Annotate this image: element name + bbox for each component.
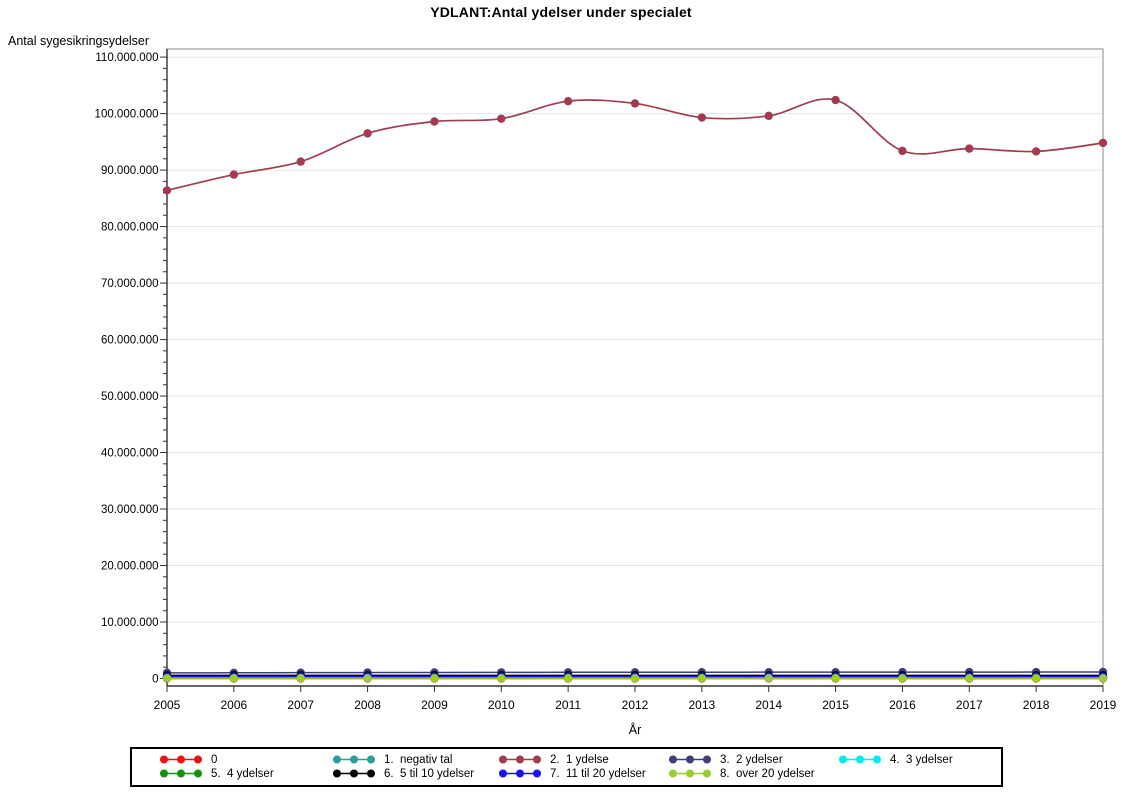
data-point-marker (296, 673, 305, 683)
x-tick-label: 2014 (755, 698, 782, 712)
legend-label: 2. 1 ydelse (550, 753, 609, 766)
legend-marker-icon (333, 755, 375, 764)
legend-item: 8. over 20 ydelser (667, 767, 815, 780)
data-point-marker (764, 673, 773, 683)
data-point-marker (229, 170, 239, 179)
x-tick-label: 2016 (889, 698, 916, 712)
data-point-marker (630, 99, 640, 108)
data-point-marker (430, 117, 439, 126)
legend-label: 5. 4 ydelser (211, 767, 274, 780)
legend-marker-icon (669, 755, 711, 764)
y-tick-label: 100.000.000 (95, 109, 159, 121)
legend-item: 0 (158, 753, 217, 766)
x-tick-label: 2019 (1090, 698, 1117, 712)
x-tick-label: 2007 (287, 698, 314, 712)
x-tick-label: 2008 (354, 698, 381, 712)
legend-item: 3. 2 ydelser (667, 753, 783, 766)
legend-marker-icon (499, 769, 541, 778)
data-point-marker (898, 673, 907, 683)
data-point-marker (1031, 147, 1041, 156)
legend-label: 6. 5 til 10 ydelser (384, 767, 475, 780)
legend-label: 7. 11 til 20 ydelser (550, 767, 646, 780)
x-axis-title: År (628, 723, 642, 737)
data-point-marker (965, 673, 974, 683)
x-tick-label: 2009 (421, 698, 448, 712)
data-point-marker (1031, 673, 1041, 683)
legend-item: 2. 1 ydelse (497, 753, 609, 766)
y-tick-label: 90.000.000 (101, 165, 159, 177)
data-point-marker (497, 673, 506, 683)
legend-item: 1. negativ tal (331, 753, 452, 766)
x-tick-label: 2018 (1023, 698, 1050, 712)
x-tick-label: 2010 (488, 698, 515, 712)
legend-label: 4. 3 ydelser (890, 753, 953, 766)
x-tick-label: 2006 (221, 698, 248, 712)
x-tick-label: 2013 (689, 698, 716, 712)
data-point-marker (965, 144, 974, 153)
y-tick-label: 60.000.000 (101, 335, 159, 347)
y-tick-label: 110.000.000 (95, 52, 158, 64)
axis-ticks (160, 56, 1104, 692)
x-tick-labels: 2005 2006 2007 2008 2009 2010 2011 2012 2013 2014… (154, 698, 1117, 712)
data-point-marker (229, 673, 239, 683)
data-point-marker (162, 673, 172, 683)
y-axis-title: Antal sygesikringsydelser (8, 34, 150, 48)
legend-marker-icon (499, 755, 541, 764)
data-point-marker (296, 157, 305, 166)
data-point-marker (563, 673, 573, 683)
legend-marker-icon (160, 769, 202, 778)
y-gridlines (167, 56, 1103, 679)
data-point-marker (898, 146, 907, 156)
legend-marker-icon (333, 769, 375, 778)
legend-item: 7. 11 til 20 ydelser (497, 767, 646, 780)
legend-marker-icon (669, 769, 711, 778)
data-point-marker (1098, 138, 1108, 148)
data-point-marker (697, 113, 707, 122)
data-point-marker (1098, 673, 1108, 683)
legend-item: 5. 4 ydelser (158, 767, 274, 780)
chart-title: YDLANT:Antal ydelser under specialet (430, 4, 692, 20)
legend-item: 6. 5 til 10 ydelser (331, 767, 474, 780)
y-tick-label: 20.000.000 (101, 561, 159, 573)
legend-box: 0 1. negativ tal 2. 1 ydelse 3. 2 ydelser 4.… (130, 747, 1003, 787)
x-tick-label: 2005 (154, 698, 181, 712)
x-tick-label: 2017 (956, 698, 983, 712)
plot-frame (166, 48, 1104, 687)
data-point-marker (363, 129, 372, 138)
series-8 (162, 673, 1108, 683)
legend-label: 3. 2 ydelser (720, 753, 783, 766)
y-tick-label: 40.000.000 (101, 448, 159, 460)
legend-item: 4. 3 ydelser (837, 753, 953, 766)
y-tick-label: 50.000.000 (101, 391, 159, 403)
y-tick-label: 30.000.000 (101, 504, 159, 516)
data-point-marker (831, 673, 840, 683)
legend-marker-icon (160, 755, 202, 764)
data-point-marker (630, 673, 640, 683)
data-point-marker (764, 111, 773, 121)
data-point-marker (363, 673, 372, 683)
legend-label: 8. over 20 ydelser (720, 767, 815, 780)
y-tick-label: 80.000.000 (101, 222, 159, 234)
x-tick-label: 2015 (822, 698, 849, 712)
x-tick-label: 2011 (555, 698, 581, 712)
data-point-marker (430, 673, 439, 683)
data-point-marker (831, 95, 840, 105)
legend-marker-icon (839, 755, 881, 764)
legend-label: 0 (211, 753, 218, 766)
y-tick-labels: 0 10.000.000 20.000.000 30.000.000 40.000.00… (95, 52, 159, 685)
data-point-marker (697, 673, 707, 683)
data-point-marker (563, 96, 573, 106)
legend-label: 1. negativ tal (384, 753, 453, 766)
y-tick-label: 10.000.000 (101, 617, 159, 629)
data-point-marker (162, 186, 172, 195)
x-tick-label: 2012 (622, 698, 649, 712)
y-tick-label: 70.000.000 (101, 278, 159, 290)
y-tick-label: 0 (152, 674, 158, 686)
data-point-marker (497, 114, 506, 123)
series-2 (162, 95, 1108, 195)
